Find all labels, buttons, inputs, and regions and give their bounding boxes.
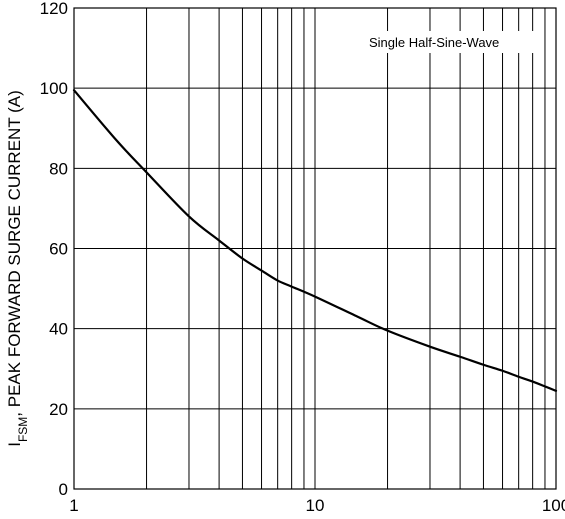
grid — [73, 7, 557, 490]
y-tick-label: 80 — [49, 159, 68, 178]
tick-labels: 020406080100120110100 — [40, 0, 565, 515]
y-tick-label: 60 — [49, 240, 68, 259]
plot-frame — [73, 7, 557, 490]
y-tick-label: 0 — [59, 480, 68, 499]
y-tick-label: 40 — [49, 320, 68, 339]
annotation-text: Single Half-Sine-Wave — [369, 35, 499, 50]
y-tick-label: 100 — [40, 79, 68, 98]
y-tick-label: 120 — [40, 0, 68, 18]
x-tick-label: 1 — [69, 496, 78, 515]
annotation: Single Half-Sine-Wave — [361, 31, 541, 53]
series-layer — [72, 89, 558, 392]
series-line-0 — [72, 89, 558, 392]
y-axis-title-subscript: FSM — [16, 417, 30, 442]
y-tick-label: 20 — [49, 400, 68, 419]
annotation-background — [361, 31, 541, 53]
x-tick-label: 100 — [542, 496, 565, 515]
y-axis-title: IFSM, PEAK FORWARD SURGE CURRENT (A) — [5, 90, 30, 447]
y-axis-title-prefix: I — [5, 442, 24, 447]
y-axis-title-rest: , PEAK FORWARD SURGE CURRENT (A) — [5, 90, 24, 417]
x-tick-label: 10 — [306, 496, 325, 515]
